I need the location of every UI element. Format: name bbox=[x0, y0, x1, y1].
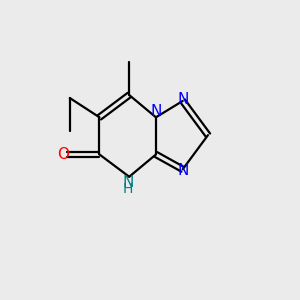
Text: H: H bbox=[122, 182, 133, 196]
Text: N: N bbox=[151, 104, 162, 119]
Text: O: O bbox=[57, 147, 69, 162]
Text: N: N bbox=[122, 175, 134, 190]
Text: N: N bbox=[178, 92, 189, 107]
Text: N: N bbox=[178, 163, 189, 178]
